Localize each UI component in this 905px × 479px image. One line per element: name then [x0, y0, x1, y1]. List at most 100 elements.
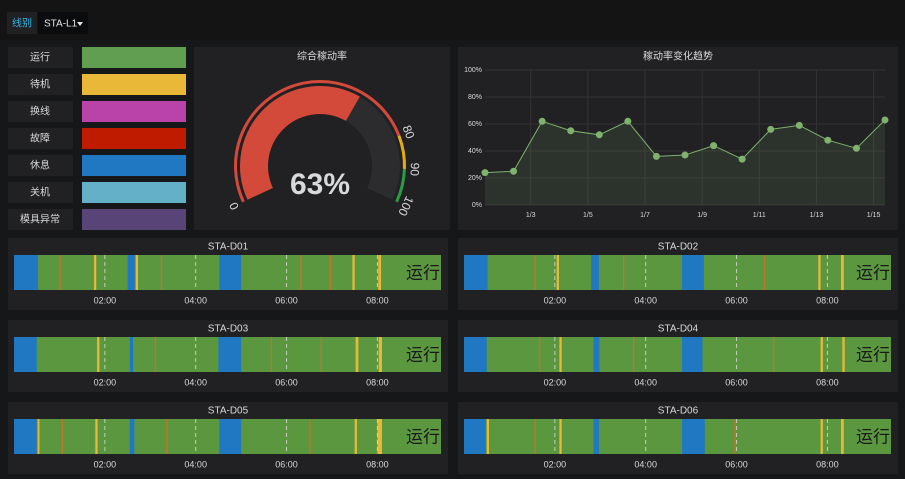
y-tick-label: 100%	[464, 67, 482, 74]
status-segment	[37, 419, 40, 454]
legend-label: 换线	[30, 105, 50, 118]
status-segment	[534, 255, 536, 290]
trend-title: 稼动率变化趋势	[643, 50, 713, 63]
status-segment	[129, 337, 134, 372]
current-status: 运行	[856, 263, 890, 282]
status-segment	[682, 255, 704, 290]
status-segment	[486, 419, 489, 454]
status-segment	[464, 337, 891, 372]
status-segment	[127, 255, 135, 290]
status-segment	[682, 337, 703, 372]
trend-point	[567, 127, 575, 135]
status-segment	[270, 337, 273, 372]
status-segment	[559, 337, 562, 372]
gauge-track	[345, 96, 400, 200]
time-tick-label: 04:00	[634, 295, 657, 305]
status-segment	[354, 419, 357, 454]
status-segment	[154, 337, 157, 372]
status-segment	[820, 337, 823, 372]
trend-point	[738, 155, 746, 163]
legend-label-box	[8, 74, 73, 95]
legend-label: 模具异常	[20, 213, 60, 226]
status-segment	[61, 419, 64, 454]
trend-point	[652, 152, 660, 160]
status-segment	[218, 337, 242, 372]
trend-point	[681, 151, 689, 159]
status-segment	[14, 255, 39, 290]
time-tick-label: 06:00	[725, 295, 748, 305]
status-segment	[841, 419, 844, 454]
time-tick-label: 02:00	[94, 377, 117, 387]
status-segment	[377, 419, 382, 454]
status-segment	[355, 337, 359, 372]
legend-label-box	[8, 155, 73, 176]
status-segment	[352, 255, 355, 290]
time-tick-label: 02:00	[94, 459, 117, 469]
x-tick-label: 1/5	[583, 212, 593, 219]
trend-point	[710, 142, 718, 150]
status-segment	[135, 255, 139, 290]
status-segment	[219, 255, 242, 290]
status-segment	[160, 255, 163, 290]
filter-value[interactable]: STA-L1	[44, 19, 78, 30]
time-tick-label: 06:00	[725, 459, 748, 469]
status-segment	[538, 337, 541, 372]
status-segment	[763, 255, 766, 290]
timeline-title: STA-D03	[208, 324, 249, 335]
status-segment	[464, 255, 488, 290]
time-tick-label: 06:00	[725, 377, 748, 387]
trend-point	[595, 131, 603, 139]
time-tick-label: 08:00	[816, 295, 839, 305]
trend-point	[538, 117, 546, 125]
time-tick-label: 02:00	[544, 377, 567, 387]
filter-dropdown[interactable]	[38, 12, 88, 34]
timeline-title: STA-D06	[658, 406, 699, 417]
status-segment	[219, 419, 242, 454]
legend-label: 待机	[30, 78, 50, 91]
status-segment	[95, 419, 98, 454]
legend-label-box	[8, 47, 73, 68]
status-segment	[841, 255, 844, 290]
trend-point	[795, 121, 803, 129]
status-segment	[93, 255, 97, 290]
legend-label: 故障	[30, 132, 50, 145]
filter-label: 线别	[12, 17, 32, 30]
time-tick-label: 04:00	[184, 459, 207, 469]
status-segment	[129, 419, 135, 454]
trend-point	[481, 169, 489, 177]
time-tick-label: 08:00	[366, 377, 389, 387]
status-segment	[534, 419, 536, 454]
gauge-title: 综合稼动率	[297, 50, 347, 63]
trend-point	[852, 144, 860, 152]
status-segment	[464, 337, 487, 372]
time-tick-label: 08:00	[816, 377, 839, 387]
status-segment	[818, 255, 821, 290]
status-segment	[329, 255, 332, 290]
status-segment	[593, 337, 600, 372]
x-tick-label: 1/13	[810, 212, 824, 219]
x-tick-label: 1/11	[753, 212, 766, 219]
status-segment	[772, 337, 775, 372]
time-tick-label: 08:00	[366, 295, 389, 305]
status-segment	[820, 419, 823, 454]
legend-swatch	[82, 209, 186, 230]
legend-label-box	[8, 182, 73, 203]
legend-label-box	[8, 209, 73, 230]
legend-label-box	[8, 128, 73, 149]
status-segment	[59, 255, 61, 290]
trend-point	[881, 116, 889, 124]
status-segment	[309, 419, 311, 454]
gauge-tick-label: 90	[408, 162, 422, 176]
dropdown-arrow[interactable]	[77, 22, 83, 26]
time-tick-label: 04:00	[634, 377, 657, 387]
legend-swatch	[82, 182, 186, 203]
legend-label: 运行	[30, 51, 50, 64]
status-segment	[14, 337, 37, 372]
timeline-title: STA-D01	[208, 242, 249, 253]
status-segment	[622, 255, 625, 290]
legend-label-box	[8, 101, 73, 122]
current-status: 运行	[856, 427, 890, 446]
filter-label-box	[7, 12, 37, 34]
timeline-title: STA-D04	[658, 324, 699, 335]
status-segment	[734, 419, 736, 454]
